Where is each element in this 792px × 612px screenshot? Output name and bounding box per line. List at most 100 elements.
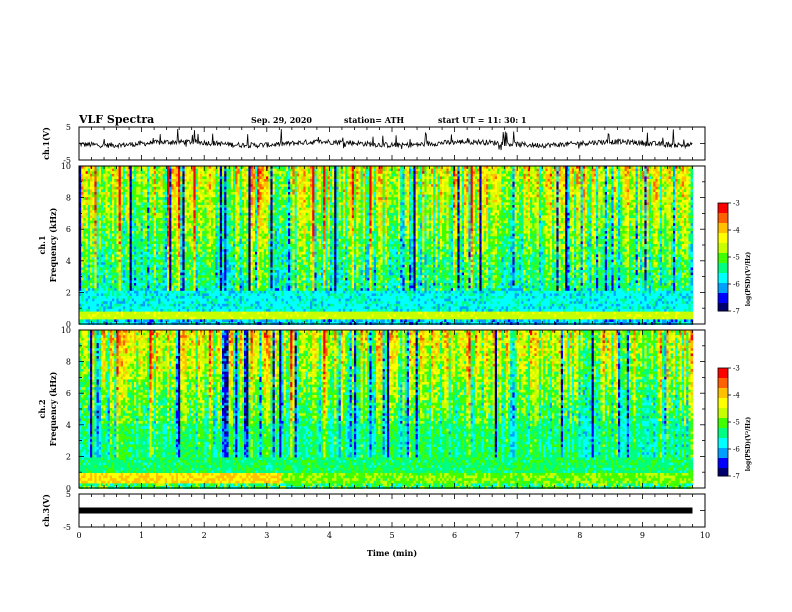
colorbar-swatch [718, 468, 728, 471]
colorbar-swatch [718, 384, 728, 387]
colorbar-swatch [718, 293, 728, 296]
colorbar-swatch [718, 386, 728, 389]
colorbar-swatch [718, 291, 728, 294]
colorbar-swatch [718, 261, 728, 264]
colorbar-swatch [718, 398, 728, 401]
colorbar-swatch [718, 213, 728, 216]
colorbar-swatch [718, 277, 728, 280]
colorbar-swatch [718, 245, 728, 248]
colorbar-tick-label: -5 [733, 419, 740, 427]
colorbar-swatch [718, 390, 728, 393]
colorbar-swatch [718, 239, 728, 242]
y-tick-label: 8 [66, 358, 71, 367]
colorbar-swatch [718, 420, 728, 423]
colorbar-swatch [718, 305, 728, 308]
colorbar-swatch [718, 452, 728, 455]
colorbar-swatch [718, 255, 728, 258]
colorbar-swatch [718, 456, 728, 459]
colorbar-swatch [718, 446, 728, 449]
start-time-label: start UT = 11: 30: 1 [438, 115, 527, 125]
y-tick-label: 5 [66, 123, 71, 132]
colorbar-tick-label: -3 [733, 365, 740, 373]
colorbar-swatch [718, 392, 728, 395]
x-tick-label: 1 [139, 531, 144, 540]
colorbar-swatch [718, 460, 728, 463]
colorbar-swatch [718, 432, 728, 435]
colorbar-swatch [718, 225, 728, 228]
ch2-spectrogram-panel: 0 2 4 6 8 10 ch.2 Frequency (kHz) [37, 326, 706, 493]
colorbar-swatch [718, 241, 728, 244]
colorbar-swatch [718, 426, 728, 429]
colorbar-swatch [718, 227, 728, 230]
colorbar-swatch [718, 454, 728, 457]
colorbar-swatch [718, 450, 728, 453]
colorbar-swatch [718, 237, 728, 240]
y-tick-label: 0 [66, 484, 71, 493]
colorbar-swatch [718, 221, 728, 224]
colorbar-swatch [718, 470, 728, 473]
colorbar-swatch [718, 434, 728, 437]
colorbar-swatch [718, 370, 728, 373]
colorbar-tick-label: -7 [733, 308, 740, 316]
colorbar-swatch [718, 394, 728, 397]
y-tick-label: -5 [63, 523, 71, 532]
spectrogram-image [79, 166, 694, 325]
colorbar-swatch [718, 215, 728, 218]
colorbar-tick-label: -6 [733, 446, 740, 454]
colorbar-swatch [718, 396, 728, 399]
colorbar-swatch [718, 474, 728, 477]
y-axis-label: ch.1(V) [41, 127, 51, 160]
y-tick-label: 4 [66, 257, 71, 266]
y-tick-label: 6 [66, 389, 71, 398]
x-tick-label: 0 [76, 531, 81, 540]
colorbar-swatch [718, 400, 728, 403]
colorbar-swatch [718, 368, 728, 371]
colorbar-swatch [718, 247, 728, 250]
colorbar-swatch [718, 209, 728, 212]
colorbar-swatch [718, 301, 728, 304]
channel-label: ch.1 [37, 235, 47, 254]
colorbar-swatch [718, 273, 728, 276]
colorbar-tick-label: -5 [733, 254, 740, 262]
y-axis-label: Frequency (kHz) [48, 371, 58, 446]
y-tick-label: 10 [61, 326, 71, 335]
colorbar-label: log(PSD)(V²/Hz) [745, 417, 752, 472]
y-axis-label: Frequency (kHz) [48, 207, 58, 282]
y-tick-label: 5 [66, 490, 71, 499]
colorbar-swatch [718, 440, 728, 443]
colorbar-swatch [718, 410, 728, 413]
colorbar-swatch [718, 430, 728, 433]
colorbar-swatch [718, 382, 728, 385]
colorbar-swatch [718, 231, 728, 234]
x-tick-label: 2 [202, 531, 207, 540]
colorbar-swatch [718, 372, 728, 375]
colorbar-tick-label: -6 [733, 281, 740, 289]
station-label: station= ATH [344, 115, 404, 125]
colorbar-swatch [718, 257, 728, 260]
colorbar-swatch [718, 263, 728, 266]
ch1-trace [78, 128, 693, 151]
colorbar-swatch [718, 448, 728, 451]
colorbar-swatch [718, 295, 728, 298]
colorbar-swatch [718, 472, 728, 475]
ch3-waveform-panel: 5 -5 ch.3(V) [41, 490, 706, 532]
colorbar-swatch [718, 249, 728, 252]
y-tick-label: 6 [66, 225, 71, 234]
colorbar-swatch [718, 466, 728, 469]
colorbar-label: log(PSD)(V²/Hz) [745, 252, 752, 307]
colorbar-swatch [718, 281, 728, 284]
colorbar-tick-label: -4 [733, 392, 740, 400]
colorbar-swatch [718, 376, 728, 379]
colorbar-swatch [718, 307, 728, 310]
y-tick-label: 0 [66, 320, 71, 329]
y-tick-label: 2 [66, 288, 71, 297]
x-tick-label: 4 [327, 531, 332, 540]
colorbar-swatch [718, 416, 728, 419]
colorbar-swatch [718, 428, 728, 431]
y-tick-label: -5 [63, 156, 71, 165]
y-tick-label: 10 [61, 162, 71, 171]
x-tick-label: 7 [515, 531, 520, 540]
colorbar-swatch [718, 211, 728, 214]
colorbar-swatch [718, 275, 728, 278]
colorbar-swatch [718, 412, 728, 415]
